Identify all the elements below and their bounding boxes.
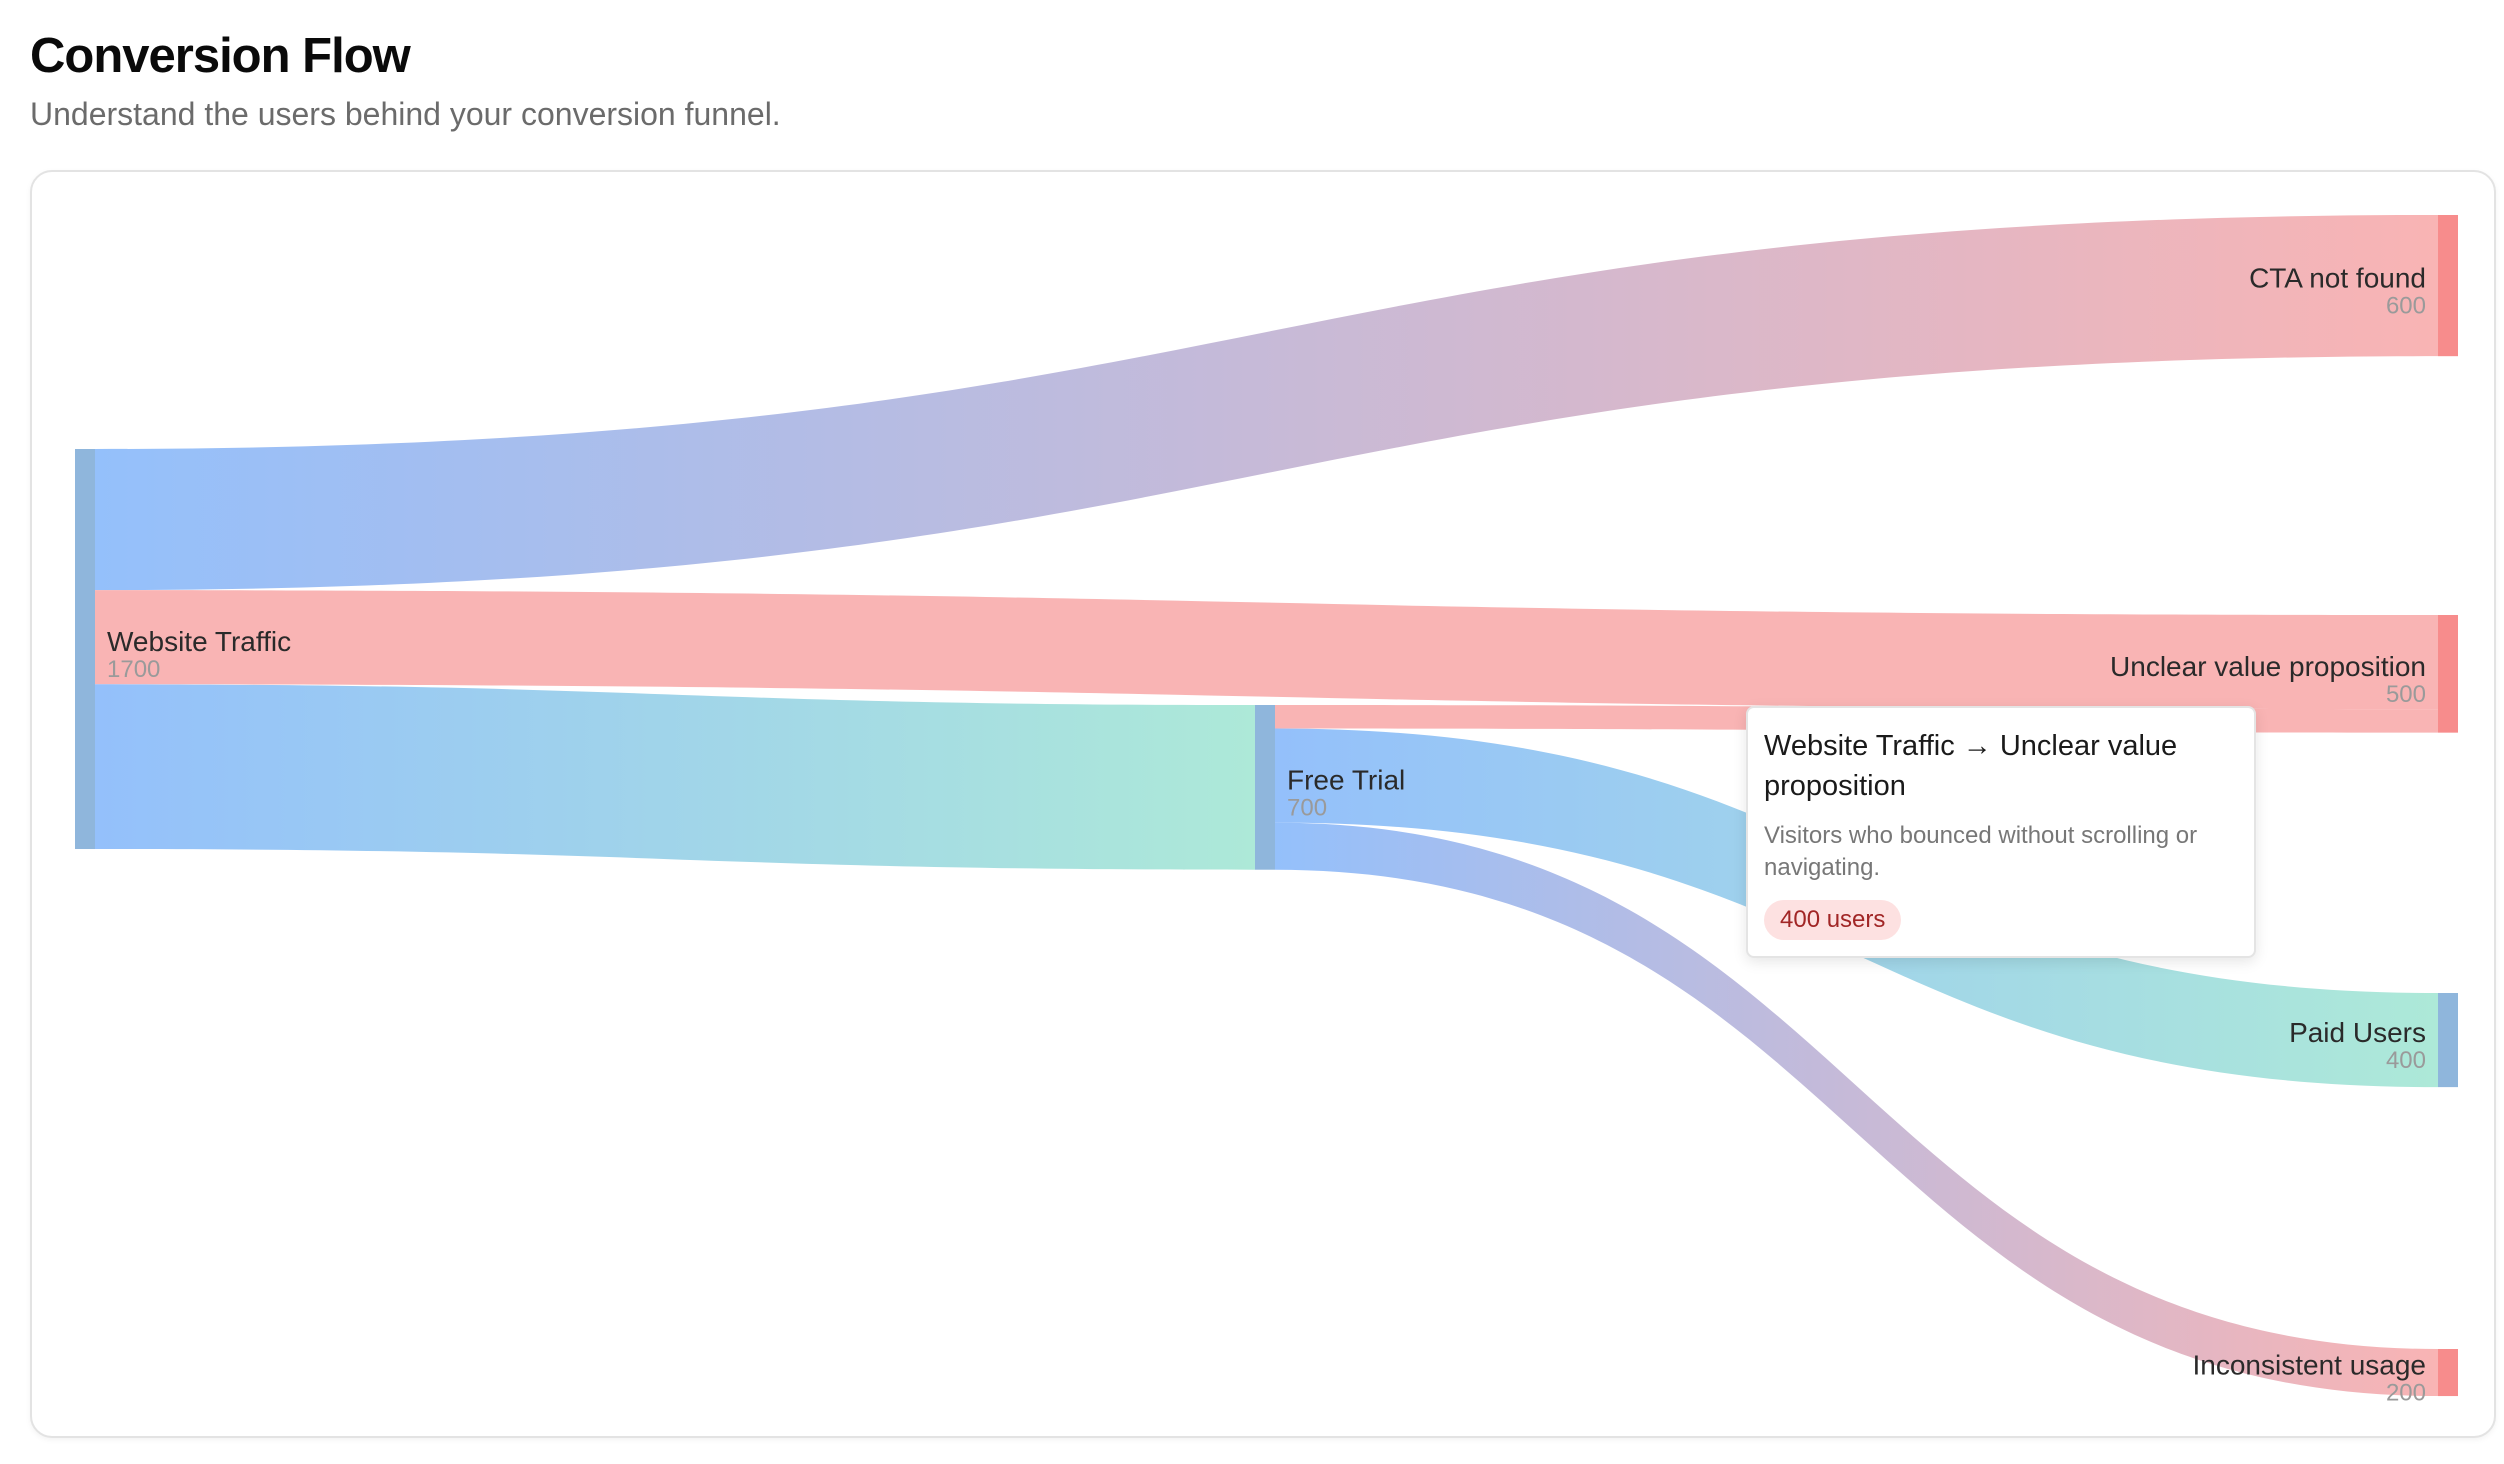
node-inconsistent-usage[interactable]	[2438, 1349, 2458, 1397]
link-free-trial-to-inconsistent-usage[interactable]	[1275, 822, 2438, 1397]
node-value-unclear-value: 500	[2386, 681, 2426, 708]
tooltip-description: Visitors who bounced without scrolling o…	[1764, 822, 2198, 881]
nodes-layer	[75, 215, 2458, 1397]
node-paid-users[interactable]	[2438, 993, 2458, 1088]
node-label-paid-users: Paid Users	[2289, 1017, 2426, 1048]
tooltip-title: Website Traffic → Unclear value proposit…	[1764, 730, 2178, 802]
tooltip-badge: 400 users	[1764, 900, 1902, 940]
node-value-free-trial: 700	[1287, 794, 1327, 821]
node-cta-not-found[interactable]	[2438, 215, 2458, 357]
node-value-cta-not-found: 600	[2386, 293, 2426, 320]
node-label-cta-not-found: CTA not found	[2249, 263, 2426, 294]
link-tooltip: Website Traffic → Unclear value proposit…	[1746, 706, 2256, 958]
node-unclear-value[interactable]	[2438, 615, 2458, 733]
link-website-traffic-to-cta-not-found[interactable]	[95, 215, 2438, 591]
node-website-traffic[interactable]	[75, 449, 95, 850]
link-website-traffic-to-free-trial[interactable]	[95, 684, 1255, 870]
node-label-website-traffic: Website Traffic	[107, 626, 291, 657]
page-subtitle: Understand the users behind your convers…	[30, 96, 781, 132]
node-value-website-traffic: 1700	[107, 656, 160, 683]
node-value-inconsistent-usage: 200	[2386, 1380, 2426, 1407]
link-website-traffic-to-unclear-value[interactable]	[95, 590, 2438, 710]
node-free-trial[interactable]	[1255, 705, 1275, 870]
node-label-unclear-value: Unclear value proposition	[2110, 651, 2426, 682]
node-value-paid-users: 400	[2386, 1047, 2426, 1074]
node-label-free-trial: Free Trial	[1287, 764, 1405, 795]
node-label-inconsistent-usage: Inconsistent usage	[2193, 1350, 2427, 1381]
page-title: Conversion Flow	[30, 29, 411, 83]
